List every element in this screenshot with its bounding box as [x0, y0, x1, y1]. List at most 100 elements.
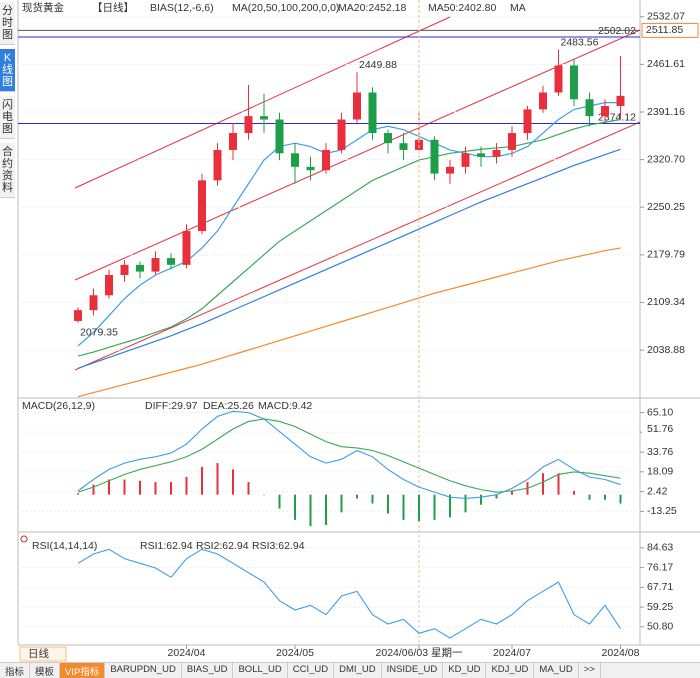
y-tick-label: 65.10: [647, 406, 673, 418]
indicator-line: [77, 548, 621, 639]
y-tick-label: 2.42: [647, 485, 668, 497]
candle-body: [291, 153, 299, 167]
macd-bar: [387, 494, 389, 514]
bottom-tab[interactable]: >>: [579, 663, 601, 678]
macd-bar: [418, 494, 420, 522]
channel-line: [74, 29, 641, 281]
y-tick-label: 76.17: [647, 561, 673, 573]
legend-item: BIAS(12,-6,6): [150, 2, 214, 14]
candle-body: [182, 231, 191, 265]
y-tick-label: 59.25: [647, 601, 673, 613]
bottom-tab[interactable]: KDJ_UD: [486, 663, 535, 678]
bottom-tab[interactable]: DMI_UD: [334, 663, 382, 678]
bottom-tab[interactable]: MA_UD: [534, 663, 579, 678]
candle-body: [244, 116, 253, 134]
y-tick-label: 2391.16: [647, 106, 685, 118]
candle-body: [368, 92, 377, 134]
y-tick-label: -13.25: [647, 505, 677, 517]
macd-bar: [604, 494, 606, 500]
indicator-line: [77, 102, 621, 347]
legend-item: RSI3:62.94: [252, 540, 305, 552]
macd-bar: [557, 473, 560, 495]
bottom-tab[interactable]: BARUPDN_UD: [105, 663, 182, 678]
bottom-tab[interactable]: 模板: [30, 663, 61, 678]
candle-body: [306, 166, 315, 171]
candle-body: [570, 65, 578, 100]
legend-item: DEA:25.26: [203, 400, 254, 412]
macd-bar: [201, 466, 203, 495]
low-label: 2079.35: [80, 327, 118, 339]
panel-title: 现货黄金: [22, 1, 64, 14]
y-tick-label: 67.71: [647, 581, 673, 593]
macd-bar: [123, 479, 126, 495]
macd-bar: [588, 494, 591, 500]
macd-bar: [402, 494, 405, 520]
legend-item: MACD:9.42: [258, 400, 312, 412]
bottom-tab[interactable]: INSIDE_UD: [382, 663, 444, 678]
y-tick-label: 18.09: [647, 466, 673, 478]
bottom-tab[interactable]: KD_UD: [443, 663, 487, 678]
channel-lines: [74, 16, 641, 371]
bottom-tab[interactable]: BOLL_UD: [233, 663, 288, 678]
macd-bar: [619, 494, 622, 504]
macd-bar: [356, 494, 358, 499]
macd-bar: [371, 494, 374, 504]
indicator-line: [77, 247, 621, 398]
y-tick-label: 2320.70: [647, 153, 685, 165]
candle-body: [89, 295, 98, 311]
macd-bar: [480, 494, 482, 505]
legend-item: RSI2:62.94: [196, 540, 249, 552]
bottom-tabs: 指标 模板 VIP指标 BARUPDN_UD BIAS_UD BOLL_UD CCI_UD D…: [0, 662, 700, 678]
candle-body: [415, 139, 423, 150]
y-tick-label: 2038.88: [647, 344, 685, 356]
candle-body: [198, 180, 206, 232]
candle-body: [461, 153, 470, 167]
macd-bar: [139, 480, 141, 495]
side-tab[interactable]: 分时图: [0, 2, 15, 45]
period-box[interactable]: [19, 646, 67, 662]
candle-body: [353, 92, 361, 120]
side-tab[interactable]: K线图: [0, 49, 15, 92]
x-tick-label: 2024/05: [276, 647, 314, 659]
candle-body: [213, 149, 222, 181]
bottom-tab[interactable]: BIAS_UD: [182, 663, 234, 678]
bottom-tab[interactable]: VIP指标: [60, 663, 106, 678]
macd-bar: [170, 482, 172, 495]
macd-bar: [154, 482, 157, 495]
candle-body: [523, 109, 532, 134]
macd-bar: [232, 469, 234, 495]
indicator-line: [77, 410, 621, 499]
panel-title: RSI(14,14,14): [32, 540, 97, 552]
crosshair-box: [641, 22, 699, 38]
indicator-line: [77, 418, 621, 493]
period-label[interactable]: 日线: [28, 647, 49, 660]
macd-bar: [542, 473, 544, 495]
y-tick-label: 2179.79: [647, 249, 685, 261]
legend-item: MA50:2402.80: [428, 2, 496, 14]
macd-bar: [340, 494, 343, 513]
macd-bar: [511, 490, 513, 495]
x-tick-label: 2024/06/03 星期一: [376, 647, 463, 659]
bottom-tab[interactable]: 指标: [0, 663, 31, 678]
side-tab[interactable]: 合约资料: [0, 143, 15, 198]
x-tick-label: 2024/07: [493, 647, 531, 659]
bottom-tab[interactable]: CCI_UD: [288, 663, 335, 678]
candle-body: [384, 133, 392, 144]
candle-body: [275, 119, 284, 154]
indicator-line: [77, 148, 621, 369]
legend-item: MA: [510, 2, 526, 14]
y-tick-label: 84.63: [647, 542, 673, 554]
y-tick-label: 50.80: [647, 621, 673, 633]
candle-body: [492, 149, 501, 157]
macd-bar: [464, 494, 467, 513]
legend-item: DIFF:29.97: [145, 400, 198, 412]
macd-bar: [247, 482, 250, 495]
macd-bar: [92, 484, 95, 495]
side-tab[interactable]: 闪电图: [0, 96, 15, 139]
macd-bar: [495, 494, 498, 499]
candle-body: [151, 258, 160, 272]
candle-body: [74, 310, 82, 321]
period: 【日线】: [92, 1, 134, 14]
high-label: 2483.56: [561, 36, 599, 48]
